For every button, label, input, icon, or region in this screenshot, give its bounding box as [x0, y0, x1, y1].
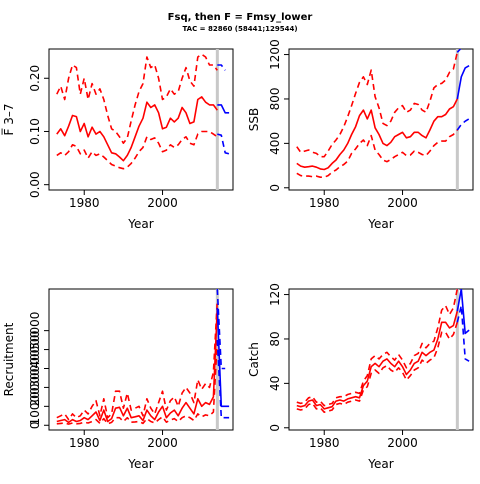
figure-subtitle: TAC = 82860 (58441;129544)	[182, 25, 297, 33]
recruitment-history-upper-line	[56, 300, 219, 421]
fbar-projection-lower-line	[217, 133, 230, 155]
y-tick-label: 40000	[28, 330, 42, 368]
y-axis-title: F̅ 3–7	[1, 104, 16, 136]
panel-catch: 1980 2000 Year 0 40 80 120 Catch	[247, 283, 474, 471]
plot-frame-catch	[288, 288, 474, 431]
y-tick-label: 0	[28, 421, 42, 429]
ssb-projection-upper-line	[456, 49, 462, 53]
panel-fbar: 1980 2000 Year 0.00 0.10 0.20 F̅ 3–7	[1, 48, 234, 231]
y-axis-title: Recruitment	[2, 322, 16, 396]
y-tick-label: 1200	[268, 39, 282, 70]
x-axis-title: Year	[367, 217, 393, 231]
ssb-projection-median-line	[456, 65, 470, 100]
y-tick-label: 800	[268, 88, 282, 111]
catch-projection-lower-line	[456, 304, 470, 362]
x-axis-title: Year	[127, 457, 153, 471]
x-tick-label: 1980	[69, 436, 100, 450]
catch-history-median-line	[296, 310, 459, 410]
x-tick-label: 2000	[147, 436, 178, 450]
plot-frame-fbar	[48, 48, 234, 191]
y-tick-label: 0.00	[28, 171, 42, 198]
y-tick-label: 30000	[28, 349, 42, 387]
recruitment-history-median-line	[56, 307, 219, 424]
ssb-history-lower-line	[296, 129, 458, 178]
ssb-history-upper-line	[296, 52, 459, 158]
y-tick-label: 0.10	[28, 118, 42, 145]
catch-projection-median-line	[456, 289, 470, 335]
y-tick-label: 0	[268, 184, 282, 192]
y-tick-label: 50000	[28, 312, 42, 350]
recruitment-projection-median-line	[216, 307, 230, 408]
x-tick-label: 1980	[309, 436, 340, 450]
y-tick-label: 0	[268, 424, 282, 432]
plot-frame-recruitment	[48, 288, 234, 431]
recruitment-projection-upper-line	[216, 289, 226, 370]
x-tick-label: 2000	[387, 436, 418, 450]
x-tick-label: 2000	[387, 196, 418, 210]
catch-history-lower-line	[296, 322, 459, 414]
y-axis-title: SSB	[247, 108, 261, 131]
y-tick-label: 10000	[28, 387, 42, 425]
fbar-projection-upper-line	[217, 64, 226, 71]
ssb-projection-lower-line	[456, 118, 470, 131]
data-layer-recruitment	[56, 289, 230, 430]
fbar-projection-median-line	[217, 104, 230, 114]
y-tick-label: 20000	[28, 368, 42, 406]
ssb-history-median-line	[296, 98, 459, 171]
data-layer-catch	[296, 289, 470, 430]
x-axis-title: Year	[127, 217, 153, 231]
recruitment-history-lower-line	[56, 340, 219, 425]
fbar-history-upper-line	[56, 53, 218, 144]
x-tick-label: 2000	[147, 196, 178, 210]
data-layer-fbar	[56, 49, 230, 190]
catch-projection-upper-line	[457, 289, 459, 290]
y-tick-label: 400	[268, 132, 282, 155]
panel-ssb: 1980 2000 Year 0 400 800 1200 SSB	[247, 39, 474, 231]
figure-title: Fsq, then F = Fmsy_lower	[168, 12, 313, 23]
fbar-history-median-line	[56, 96, 218, 162]
x-tick-label: 1980	[309, 196, 340, 210]
y-tick-label: 80	[268, 331, 282, 346]
recruitment-projection-lower-line	[216, 340, 230, 419]
x-tick-label: 1980	[69, 196, 100, 210]
plot-frame-ssb	[288, 48, 474, 191]
y-tick-label: 40	[268, 376, 282, 391]
x-axis-title: Year	[367, 457, 393, 471]
catch-history-upper-line	[296, 289, 459, 407]
y-tick-label: 120	[268, 283, 282, 306]
data-layer-ssb	[296, 49, 470, 190]
y-axis-title: Catch	[247, 342, 261, 377]
fbar-history-lower-line	[56, 130, 218, 170]
y-tick-label: 0.20	[28, 65, 42, 92]
